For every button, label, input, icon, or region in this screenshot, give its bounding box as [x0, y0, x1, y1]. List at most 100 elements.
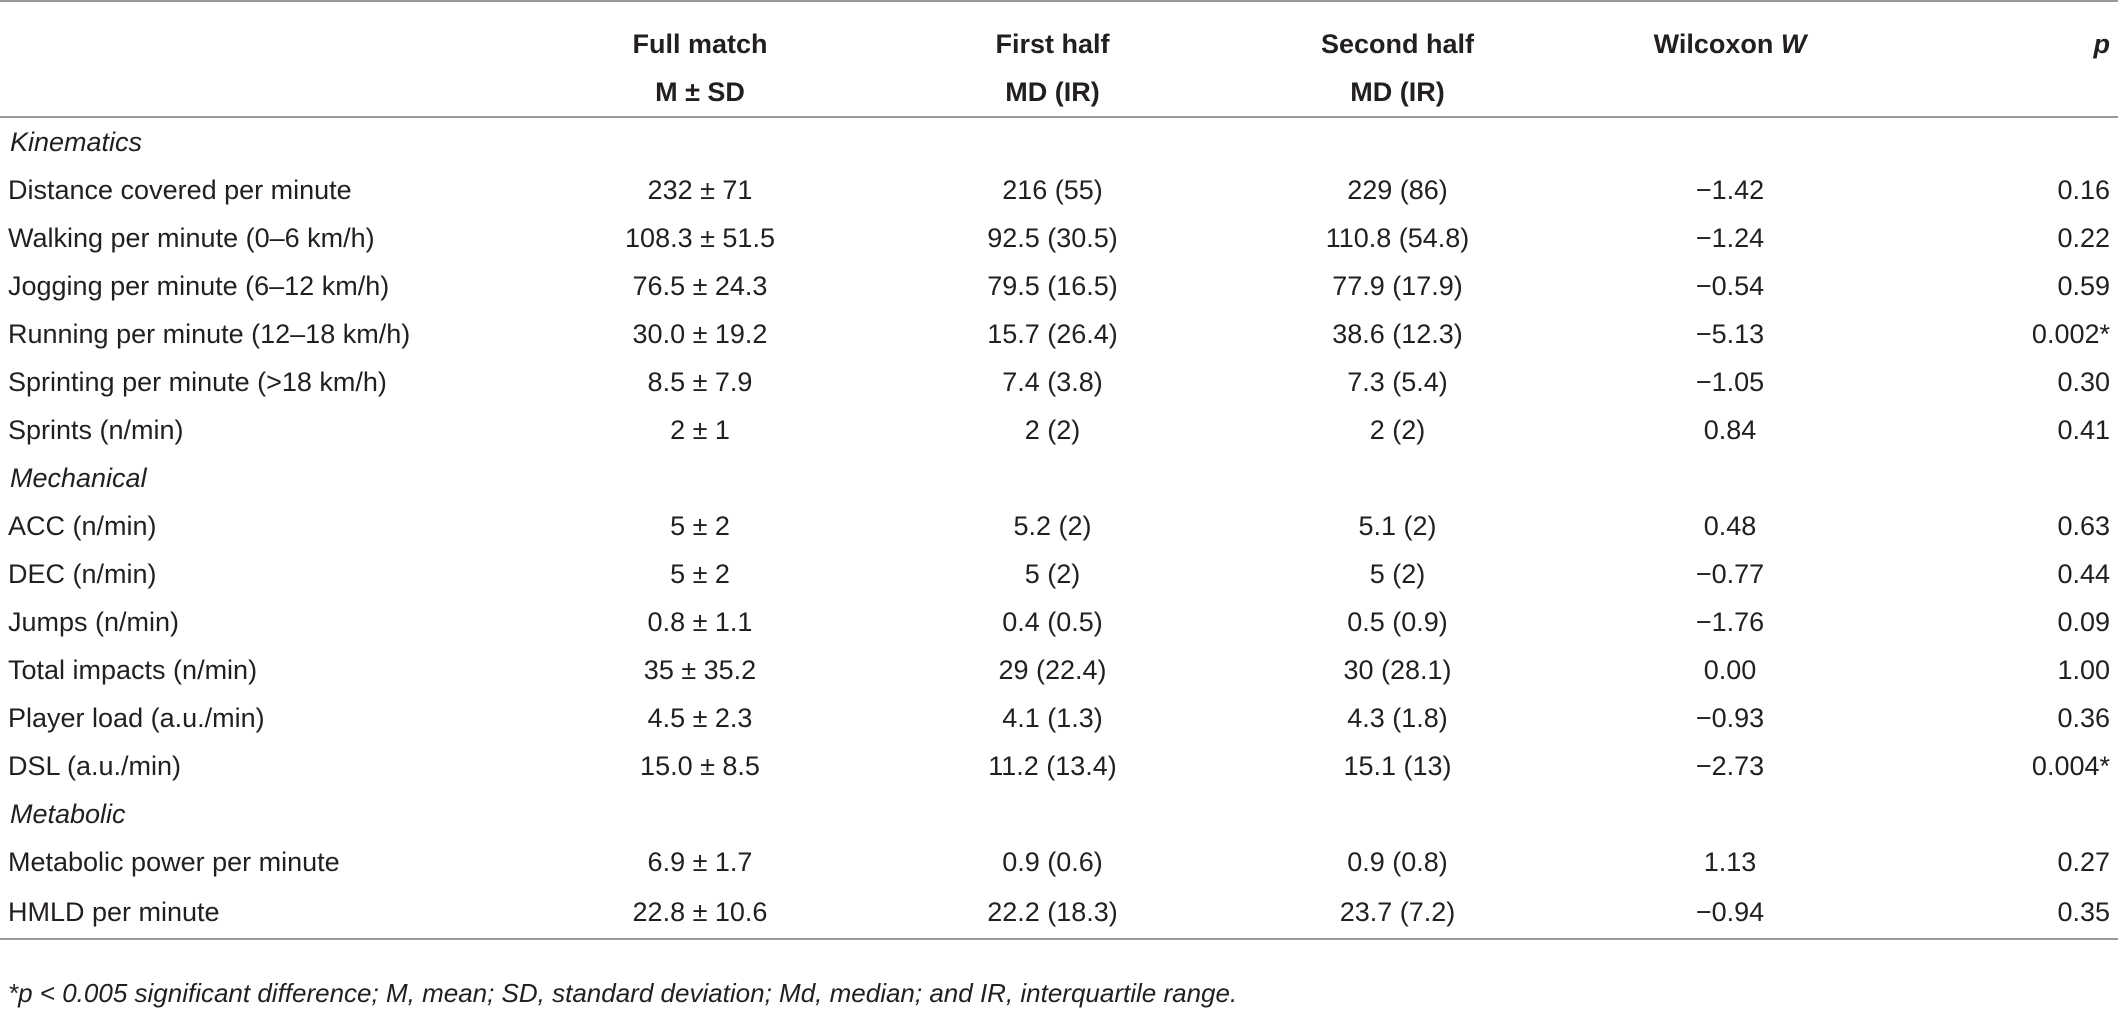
table-row: Distance covered per minute 232 ± 71 216 (…	[0, 166, 2118, 214]
table-row: Jumps (n/min) 0.8 ± 1.1 0.4 (0.5) 0.5 (0.9)…	[0, 598, 2118, 646]
cell-wilcoxon-w: −0.54	[1695, 271, 1765, 301]
cell-full-match: 2 ± 1	[670, 415, 730, 445]
cell-first-half: 0.9 (0.6)	[1002, 847, 1103, 877]
cell-full-match: 108.3 ± 51.5	[625, 223, 775, 253]
header-empty-cell	[0, 0, 520, 118]
cell-wilcoxon-w: 0.84	[1703, 415, 1757, 445]
row-label: DSL (a.u./min)	[8, 751, 182, 781]
cell-first-half: 0.4 (0.5)	[1002, 607, 1103, 637]
cell-full-match: 232 ± 71	[647, 175, 753, 205]
row-label: Sprinting per minute (>18 km/h)	[8, 367, 387, 397]
table-row: Sprinting per minute (>18 km/h) 8.5 ± 7.9…	[0, 358, 2118, 406]
table-row: DSL (a.u./min) 15.0 ± 8.5 11.2 (13.4) 15.1 …	[0, 742, 2118, 790]
cell-p-value: 0.59	[2057, 271, 2110, 301]
cell-full-match: 5 ± 2	[670, 559, 730, 589]
cell-wilcoxon-w: −0.77	[1695, 559, 1765, 589]
cell-wilcoxon-w: −1.76	[1695, 607, 1765, 637]
cell-first-half: 4.1 (1.3)	[1002, 703, 1103, 733]
cell-wilcoxon-w: −1.05	[1695, 367, 1765, 397]
table-row: Player load (a.u./min) 4.5 ± 2.3 4.1 (1.3)…	[0, 694, 2118, 742]
cell-full-match: 0.8 ± 1.1	[647, 607, 753, 637]
header-wilcoxon-symbol: W	[1780, 29, 1807, 59]
cell-full-match: 6.9 ± 1.7	[647, 847, 753, 877]
cell-p-value: 0.09	[2057, 607, 2110, 637]
cell-full-match: 30.0 ± 19.2	[632, 319, 768, 349]
cell-full-match: 15.0 ± 8.5	[640, 751, 760, 781]
cell-second-half: 23.7 (7.2)	[1225, 886, 1570, 940]
cell-p-value: 0.63	[2057, 511, 2110, 541]
cell-wilcoxon-w: −5.13	[1695, 319, 1765, 349]
cell-wilcoxon-w: −0.93	[1695, 703, 1765, 733]
row-label: Sprints (n/min)	[8, 415, 184, 445]
cell-p-value: 0.004*	[2031, 751, 2110, 781]
cell-second-half: 2 (2)	[1369, 415, 1426, 445]
table-row: HMLD per minute 22.8 ± 10.6 22.2 (18.3) 23.…	[0, 886, 2118, 940]
header-p: p	[1890, 0, 2118, 118]
cell-p-value: 0.002*	[2031, 319, 2110, 349]
header-full-match: Full match M ± SD	[520, 0, 880, 118]
cell-p-value: 0.41	[2057, 415, 2110, 445]
cell-first-half: 15.7 (26.4)	[987, 319, 1118, 349]
cell-first-half: 29 (22.4)	[998, 655, 1107, 685]
cell-first-half: 92.5 (30.5)	[987, 223, 1118, 253]
row-label: Total impacts (n/min)	[8, 655, 258, 685]
cell-second-half: 229 (86)	[1347, 175, 1448, 205]
cell-first-half: 79.5 (16.5)	[987, 271, 1118, 301]
cell-full-match: 8.5 ± 7.9	[647, 367, 753, 397]
row-label: Walking per minute (0–6 km/h)	[8, 223, 375, 253]
data-table-container: Full match M ± SD First half MD (IR) Sec…	[0, 0, 2118, 940]
cell-first-half: 2 (2)	[1024, 415, 1081, 445]
cell-full-match: 76.5 ± 24.3	[632, 271, 768, 301]
cell-wilcoxon-w: −1.24	[1695, 223, 1765, 253]
table-body: Kinematics Distance covered per minute 23…	[0, 117, 2118, 940]
cell-wilcoxon-w: −2.73	[1695, 751, 1765, 781]
header-second-half-title: Second half	[1320, 29, 1475, 59]
header-first-half: First half MD (IR)	[880, 0, 1225, 118]
table-header: Full match M ± SD First half MD (IR) Sec…	[0, 0, 2118, 118]
table-row: Walking per minute (0–6 km/h) 108.3 ± 51.…	[0, 214, 2118, 262]
cell-p-value: 0.22	[2057, 223, 2110, 253]
cell-full-match: 22.8 ± 10.6	[520, 886, 880, 940]
row-label: Jumps (n/min)	[8, 607, 180, 637]
section-row-kinematics: Kinematics	[0, 117, 2118, 166]
cell-wilcoxon-w: −0.94	[1570, 886, 1890, 940]
cell-second-half: 4.3 (1.8)	[1347, 703, 1448, 733]
cell-second-half: 7.3 (5.4)	[1347, 367, 1448, 397]
table-row: Running per minute (12–18 km/h) 30.0 ± 19…	[0, 310, 2118, 358]
row-label: ACC (n/min)	[8, 511, 157, 541]
header-wilcoxon: Wilcoxon W	[1570, 0, 1890, 118]
section-label: Metabolic	[10, 799, 126, 829]
cell-second-half: 0.5 (0.9)	[1347, 607, 1448, 637]
cell-first-half: 5 (2)	[1024, 559, 1081, 589]
row-label: Metabolic power per minute	[8, 847, 340, 877]
section-row-metabolic: Metabolic	[0, 790, 2118, 838]
row-label: Running per minute (12–18 km/h)	[8, 319, 411, 349]
cell-p-value: 0.30	[2057, 367, 2110, 397]
table-row: ACC (n/min) 5 ± 2 5.2 (2) 5.1 (2) 0.48 0.63	[0, 502, 2118, 550]
cell-second-half: 5.1 (2)	[1358, 511, 1437, 541]
data-table: Full match M ± SD First half MD (IR) Sec…	[0, 0, 2118, 940]
cell-second-half: 38.6 (12.3)	[1332, 319, 1463, 349]
table-row: Sprints (n/min) 2 ± 1 2 (2) 2 (2) 0.84 0.41	[0, 406, 2118, 454]
cell-wilcoxon-w: −1.42	[1695, 175, 1765, 205]
section-label: Mechanical	[10, 463, 147, 493]
table-row: DEC (n/min) 5 ± 2 5 (2) 5 (2) −0.77 0.44	[0, 550, 2118, 598]
cell-first-half: 7.4 (3.8)	[1002, 367, 1103, 397]
cell-p-value: 0.35	[1890, 886, 2118, 940]
cell-first-half: 216 (55)	[1002, 175, 1103, 205]
header-row: Full match M ± SD First half MD (IR) Sec…	[0, 0, 2118, 118]
cell-wilcoxon-w: 0.48	[1703, 511, 1757, 541]
row-label: DEC (n/min)	[8, 559, 157, 589]
table-footnote: *p < 0.005 significant difference; M, me…	[8, 978, 1238, 1008]
row-label: HMLD per minute	[0, 886, 520, 940]
header-second-half: Second half MD (IR)	[1225, 0, 1570, 118]
header-first-half-title: First half	[995, 29, 1110, 59]
cell-second-half: 30 (28.1)	[1343, 655, 1452, 685]
cell-second-half: 110.8 (54.8)	[1325, 223, 1470, 253]
table-row: Jogging per minute (6–12 km/h) 76.5 ± 24.…	[0, 262, 2118, 310]
cell-first-half: 5.2 (2)	[1013, 511, 1092, 541]
row-label: Jogging per minute (6–12 km/h)	[8, 271, 390, 301]
header-second-half-subtitle: MD (IR)	[1350, 77, 1445, 107]
header-wilcoxon-prefix: Wilcoxon	[1653, 29, 1781, 59]
row-label: Distance covered per minute	[8, 175, 352, 205]
